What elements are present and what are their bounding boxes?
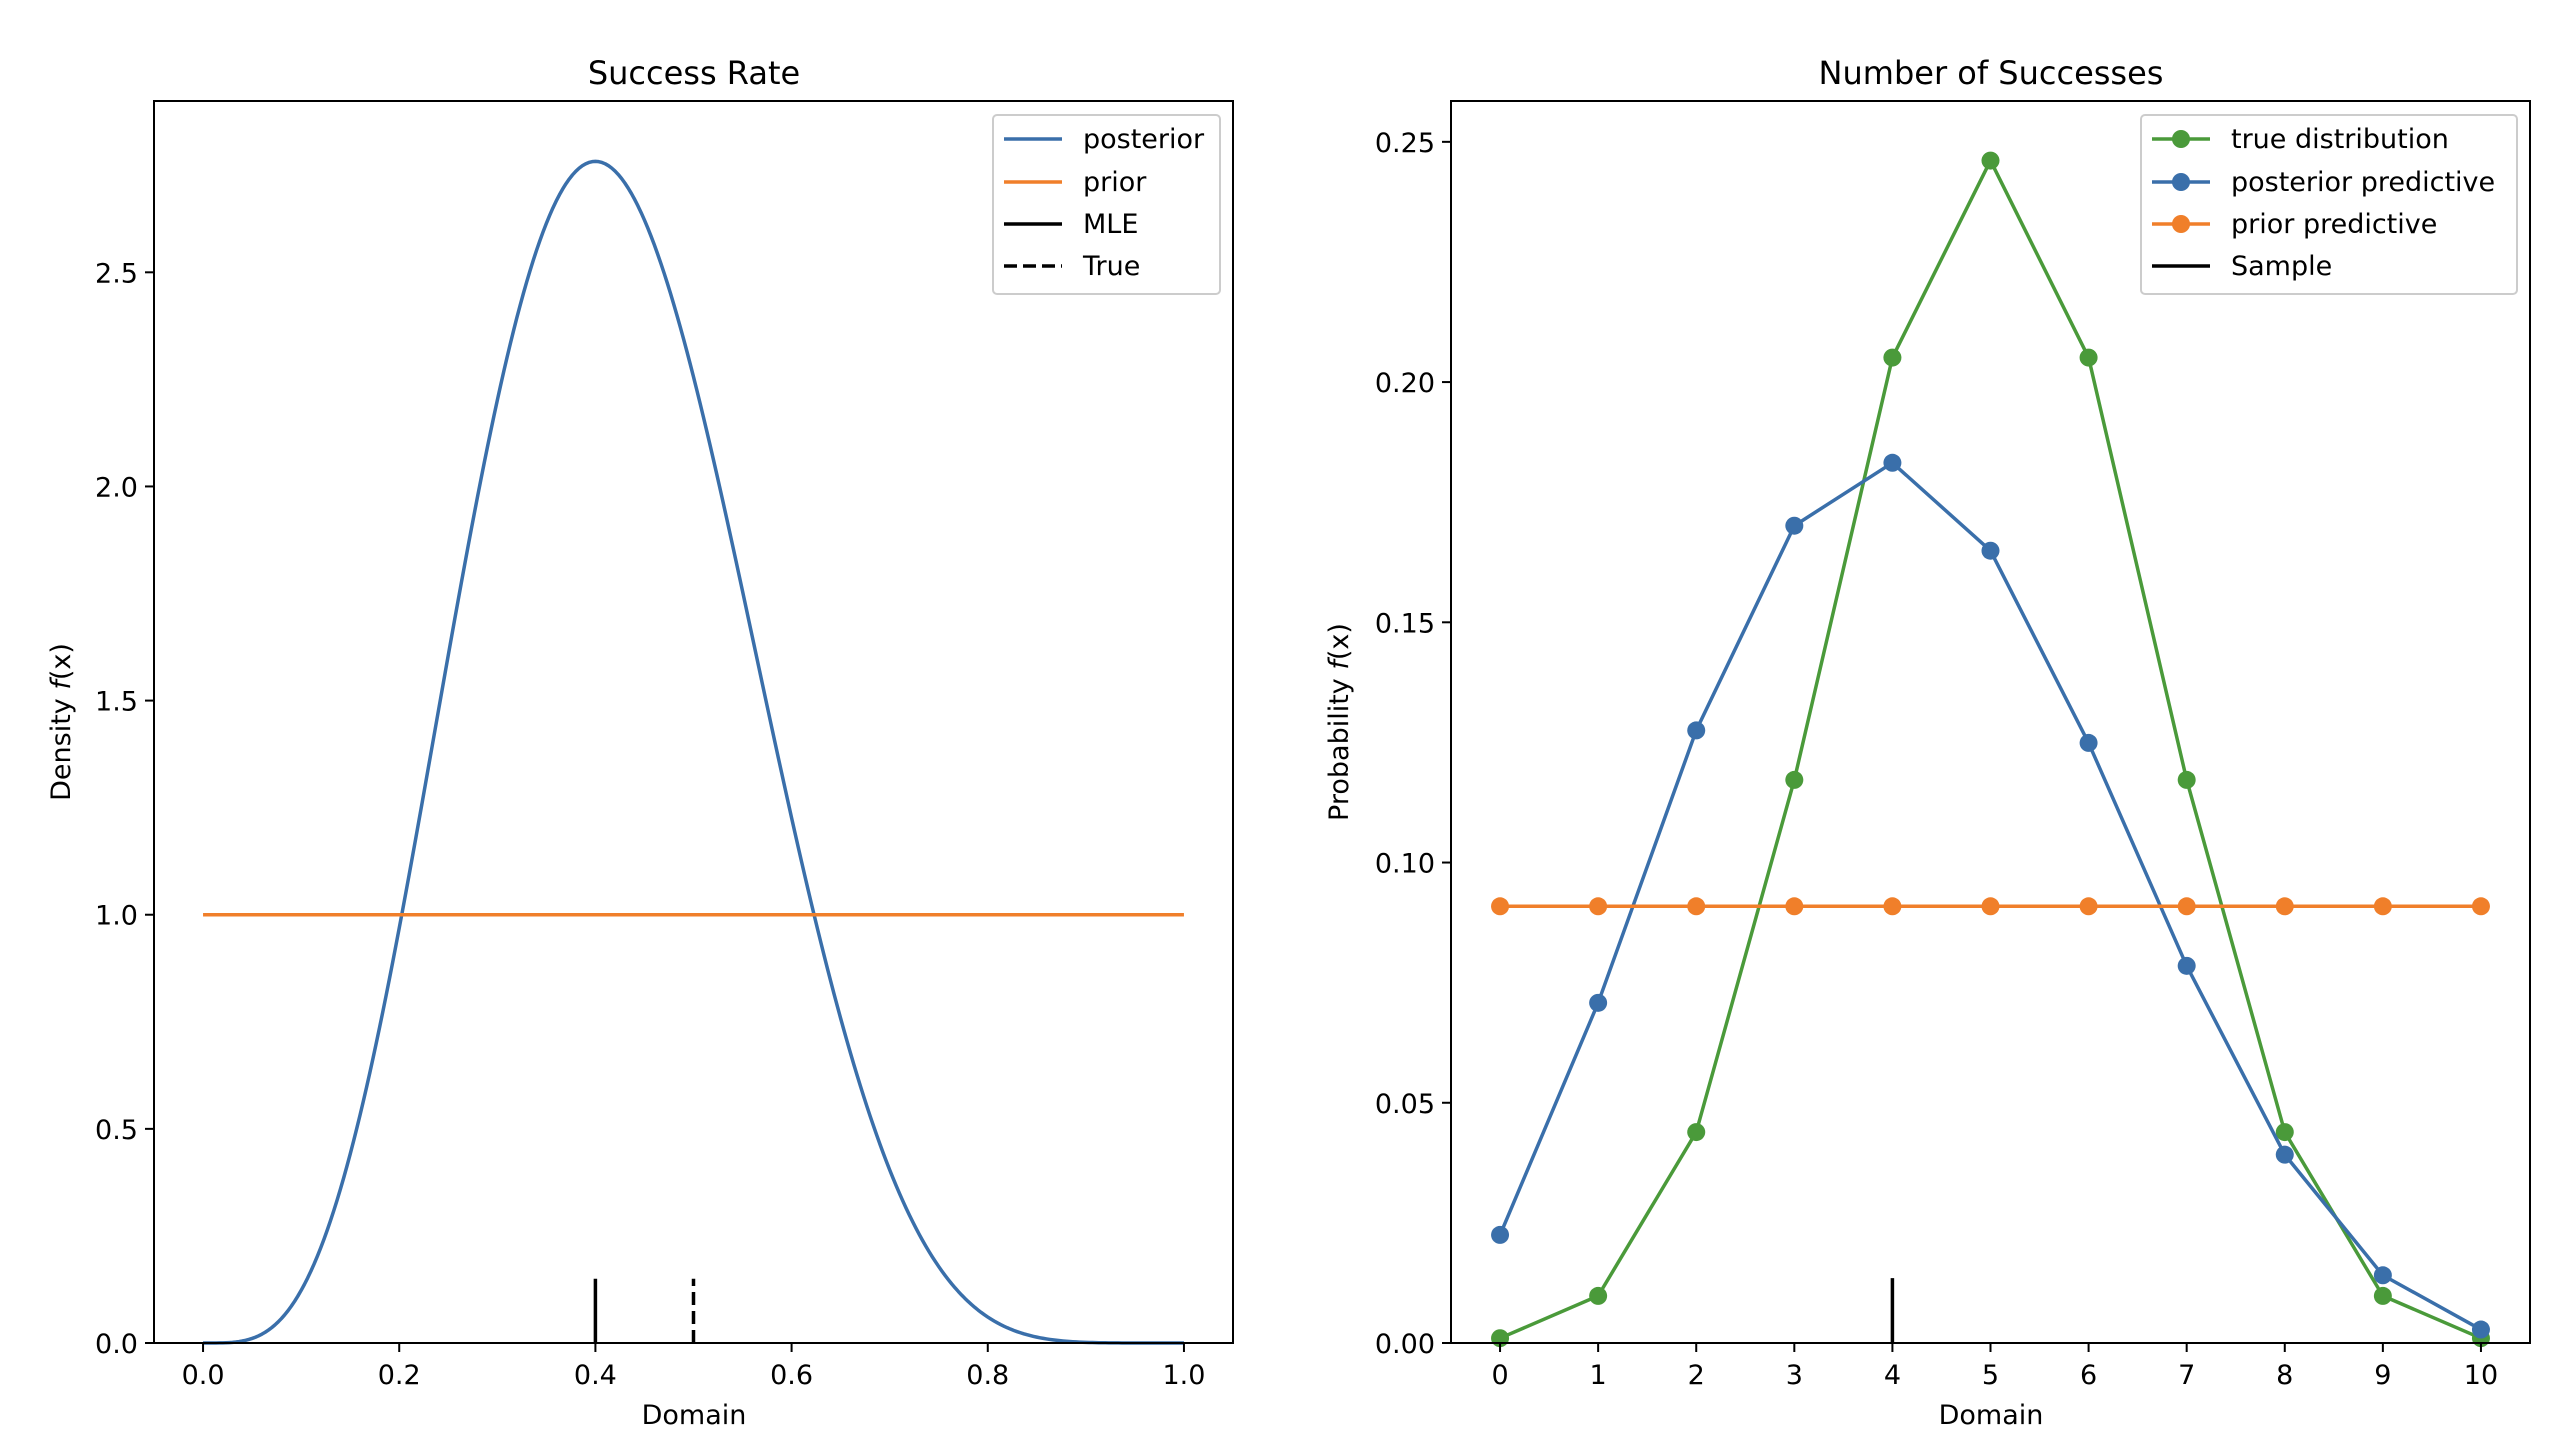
- chart-title: Number of Successes: [1819, 54, 2164, 92]
- y-axis-label: Probability f(x): [1324, 623, 1355, 821]
- y-tick-label: 0.15: [1375, 608, 1435, 639]
- legend-label-posterior-predictive: posterior predictive: [2231, 167, 2495, 198]
- plot-area: [1491, 151, 2490, 1348]
- y-ticks: 0.00 0.05 0.10 0.15 0.20 0.25: [1375, 128, 1451, 1360]
- data-point-prior-predictive: [1491, 897, 1510, 916]
- y-tick-label: 1.5: [95, 687, 138, 718]
- data-point-prior-predictive: [2079, 897, 2098, 916]
- legend-label-prior: prior: [1083, 167, 1147, 198]
- legend-box: [2140, 114, 2518, 295]
- x-tick-label: 0.0: [182, 1360, 225, 1391]
- y-ticks: 0.0 0.5 1.0 1.5 2.0 2.5: [95, 258, 154, 1360]
- x-tick-label: 1: [1590, 1360, 1607, 1391]
- data-point-posterior-predictive: [2471, 1320, 2490, 1339]
- data-point-posterior-predictive: [1785, 516, 1804, 535]
- data-point-true-distribution: [2177, 770, 2196, 789]
- axes-frame: [153, 100, 1234, 1344]
- chart-title: Success Rate: [588, 54, 800, 92]
- data-point-true-distribution: [2275, 1123, 2294, 1142]
- x-tick-label: 4: [1884, 1360, 1901, 1391]
- x-tick-label: 0.2: [378, 1360, 421, 1391]
- data-point-prior-predictive: [1687, 897, 1706, 916]
- x-axis-label: Domain: [642, 1400, 747, 1431]
- data-point-posterior-predictive: [2275, 1145, 2294, 1164]
- legend-label-mle: MLE: [1083, 209, 1138, 240]
- y-tick-label: 2.5: [95, 258, 138, 289]
- data-point-prior-predictive: [1981, 897, 2000, 916]
- legend-box: [992, 114, 1221, 295]
- y-tick-label: 0.25: [1375, 128, 1435, 159]
- data-point-posterior-predictive: [1687, 721, 1706, 740]
- legend-label-true-distribution: true distribution: [2231, 124, 2449, 155]
- legend-label-prior-predictive: prior predictive: [2231, 209, 2437, 240]
- x-tick-label: 3: [1786, 1360, 1803, 1391]
- legend-label-true: True: [1082, 251, 1140, 282]
- legend: true distribution posterior predictive p…: [2140, 114, 2518, 295]
- data-point-posterior-predictive: [2079, 733, 2098, 752]
- data-point-true-distribution: [2079, 348, 2098, 367]
- data-point-true-distribution: [1785, 770, 1804, 789]
- y-tick-label: 2.0: [95, 472, 138, 503]
- data-point-posterior-predictive: [1883, 453, 1902, 472]
- y-tick-label: 0.05: [1375, 1089, 1435, 1120]
- success-rate-panel: Success Rate 0.0 0.2 0.4 0.6 0.8 1.0 0.0 0.5 1.…: [46, 54, 1234, 1431]
- number-of-successes-panel: Number of Successes 0 1 2 3 4 5 6 7 8 9 10 0.000.0…: [1324, 54, 2531, 1431]
- data-point-prior-predictive: [2275, 897, 2294, 916]
- x-tick-label: 1.0: [1162, 1360, 1205, 1391]
- y-axis-label: Density f(x): [46, 643, 77, 801]
- x-axis-label: Domain: [1939, 1400, 2044, 1431]
- x-tick-label: 0: [1491, 1360, 1508, 1391]
- data-point-posterior-predictive: [1491, 1225, 1510, 1244]
- data-point-posterior-predictive: [1981, 541, 2000, 560]
- data-point-true-distribution: [1981, 151, 2000, 170]
- x-tick-label: 2: [1688, 1360, 1705, 1391]
- x-tick-label: 8: [2276, 1360, 2293, 1391]
- data-point-posterior-predictive: [1589, 993, 1608, 1012]
- y-tick-label: 1.0: [95, 901, 138, 932]
- data-point-prior-predictive: [2471, 897, 2490, 916]
- data-point-true-distribution: [1589, 1286, 1608, 1305]
- x-tick-label: 0.6: [770, 1360, 813, 1391]
- series-line-posterior: [203, 159, 1184, 1345]
- data-point-prior-predictive: [1883, 897, 1902, 916]
- x-ticks: 0 1 2 3 4 5 6 7 8 9 10: [1491, 1343, 2498, 1391]
- data-point-posterior-predictive: [2177, 956, 2196, 975]
- y-tick-label: 0.10: [1375, 849, 1435, 880]
- data-point-true-distribution: [1687, 1123, 1706, 1142]
- x-tick-label: 10: [2464, 1360, 2498, 1391]
- x-tick-label: 5: [1982, 1360, 1999, 1391]
- x-tick-label: 0.4: [574, 1360, 617, 1391]
- plot-area: [203, 159, 1184, 1345]
- x-tick-label: 0.8: [966, 1360, 1009, 1391]
- legend-marker-true-distribution: [2172, 130, 2190, 148]
- legend-label-sample: Sample: [2231, 251, 2332, 282]
- data-point-true-distribution: [2373, 1286, 2392, 1305]
- y-tick-label: 0.00: [1375, 1329, 1435, 1360]
- x-tick-label: 6: [2080, 1360, 2097, 1391]
- x-tick-label: 9: [2374, 1360, 2391, 1391]
- legend-marker-prior-predictive: [2172, 215, 2190, 233]
- y-tick-label: 0.20: [1375, 368, 1435, 399]
- legend-label-posterior: posterior: [1083, 124, 1205, 155]
- x-ticks: 0.0 0.2 0.4 0.6 0.8 1.0: [182, 1343, 1205, 1391]
- data-point-prior-predictive: [1589, 897, 1608, 916]
- data-point-true-distribution: [1883, 348, 1902, 367]
- data-point-prior-predictive: [1785, 897, 1804, 916]
- data-point-prior-predictive: [2373, 897, 2392, 916]
- y-tick-label: 0.0: [95, 1329, 138, 1360]
- legend-marker-posterior-predictive: [2172, 173, 2190, 191]
- x-tick-label: 7: [2178, 1360, 2195, 1391]
- y-tick-label: 0.5: [95, 1115, 138, 1146]
- legend: posterior prior MLE True: [992, 114, 1221, 295]
- data-point-prior-predictive: [2177, 897, 2196, 916]
- data-point-posterior-predictive: [2373, 1266, 2392, 1285]
